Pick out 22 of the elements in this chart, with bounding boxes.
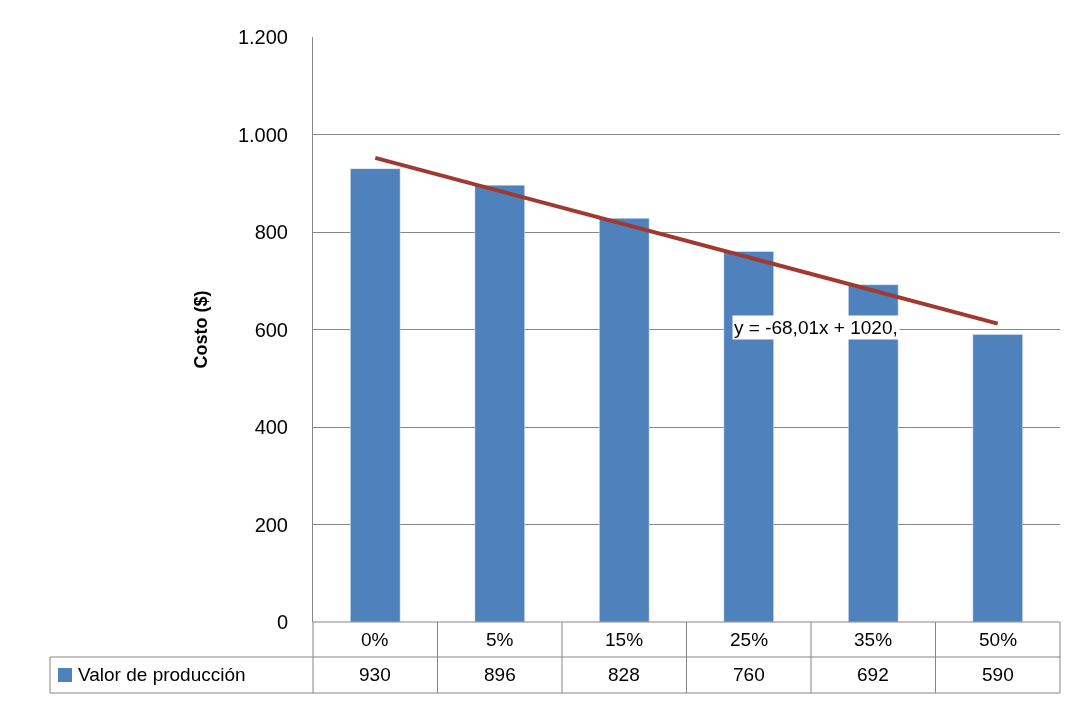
y-tick-label: 200: [254, 513, 288, 536]
annotation: y = -68,01x + 1020,: [734, 317, 898, 338]
data-label: 590: [982, 664, 1014, 685]
x-tick-label: 25%: [730, 629, 769, 650]
y-tick-label: 400: [254, 416, 288, 438]
y-tick-label: 0: [276, 611, 288, 633]
y-tick-label: 1.000: [237, 123, 288, 146]
y-axis-title: Costo ($): [191, 290, 212, 369]
y-tick-label: 1.200: [237, 26, 288, 48]
x-tick-label: 15%: [605, 629, 644, 650]
x-tick-label: 5%: [486, 629, 514, 650]
y-tick-label: 800: [254, 221, 288, 243]
data-label: 896: [484, 664, 516, 685]
x-tick-label: 35%: [854, 629, 893, 650]
data-label: 692: [857, 664, 889, 685]
x-tick-label: 50%: [979, 629, 1018, 650]
y-tick-label: 600: [254, 318, 288, 341]
data-label: 828: [608, 664, 640, 685]
data-label: 760: [733, 664, 765, 685]
legend-label: Valor de producción: [78, 664, 246, 685]
data-label: 930: [359, 664, 391, 685]
x-tick-label: 0%: [361, 629, 389, 650]
